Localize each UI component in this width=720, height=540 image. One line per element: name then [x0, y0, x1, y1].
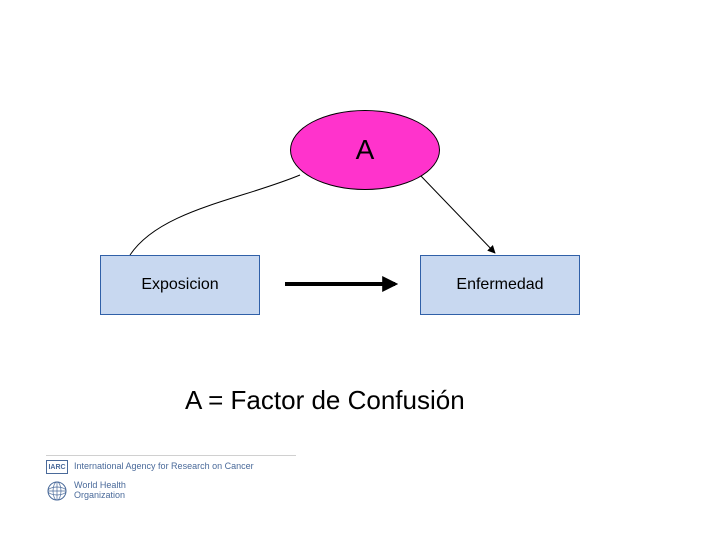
edge-confounder-to-disease: [420, 175, 495, 253]
node-disease-label: Enfermedad: [456, 276, 543, 294]
who-line2: Organization: [74, 491, 126, 501]
who-logo-icon: [46, 480, 68, 502]
who-logo-row: World Health Organization: [46, 480, 254, 502]
iarc-logo-row: IARC International Agency for Research o…: [46, 460, 254, 474]
node-confounder: A: [290, 110, 440, 190]
iarc-logo-icon: IARC: [46, 460, 68, 474]
node-exposure: Exposicion: [100, 255, 260, 315]
who-logo-text: World Health Organization: [74, 481, 126, 501]
footer-logos: IARC International Agency for Research o…: [46, 460, 254, 502]
node-confounder-label: A: [356, 134, 375, 166]
edge-confounder-to-exposure: [130, 175, 300, 255]
diagram-caption-text: A = Factor de Confusión: [185, 385, 465, 415]
diagram-caption: A = Factor de Confusión: [185, 385, 465, 416]
node-exposure-label: Exposicion: [141, 276, 218, 294]
node-disease: Enfermedad: [420, 255, 580, 315]
footer-divider: [46, 455, 296, 456]
iarc-logo-text: International Agency for Research on Can…: [74, 462, 254, 472]
